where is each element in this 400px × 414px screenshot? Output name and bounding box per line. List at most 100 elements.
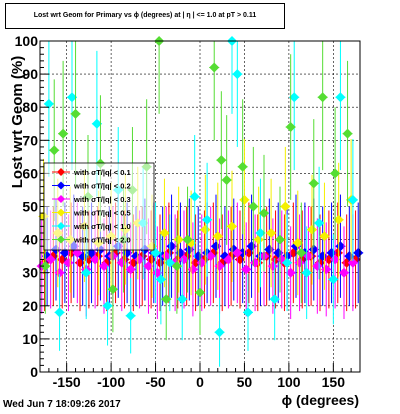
y-tick-label: 20: [22, 298, 38, 314]
y-axis-label: Lost wrt Geom (%): [9, 56, 26, 189]
data-point: [292, 237, 303, 248]
data-point: [317, 251, 328, 262]
data-point: [177, 294, 188, 305]
data-point: [312, 261, 323, 272]
data-point: [107, 284, 118, 295]
data-point: [241, 264, 252, 275]
data-point: [221, 175, 232, 186]
data-point: [308, 178, 319, 189]
data-point: [353, 247, 364, 258]
data-point: [280, 201, 291, 212]
data-point: [326, 247, 337, 258]
data-point: [275, 234, 285, 245]
data-point: [134, 254, 145, 265]
data-point: [54, 307, 65, 318]
y-tick-label: 90: [22, 66, 38, 82]
data-point: [200, 224, 211, 235]
legend: with σT/|q| < 0.1 with σT/|q| < 0.2 with σ…: [43, 162, 155, 251]
data-point: [330, 254, 341, 265]
data-point: [294, 257, 305, 268]
data-point: [321, 264, 332, 275]
y-tick-label: 70: [22, 132, 38, 148]
legend-box: [43, 162, 155, 251]
data-point: [259, 208, 269, 219]
data-point: [99, 261, 109, 272]
data-point: [246, 241, 257, 252]
data-point: [67, 92, 77, 103]
data-point: [81, 267, 92, 278]
data-point: [196, 257, 207, 268]
data-point: [49, 145, 60, 156]
data-point: [339, 267, 349, 278]
legend-label: with σT/|q| < 0.5: [73, 209, 131, 218]
data-point: [195, 287, 205, 298]
data-point: [237, 247, 248, 258]
data-point: [347, 257, 358, 268]
data-point: [335, 92, 346, 103]
data-point: [248, 201, 259, 212]
data-point: [301, 267, 312, 278]
data-point: [214, 261, 225, 272]
data-point: [216, 155, 227, 166]
chart-title: Lost wrt Geom for Primary vs ϕ (degrees)…: [33, 12, 257, 19]
data-point: [54, 267, 65, 278]
data-point: [45, 254, 56, 265]
y-tick-label: 0: [30, 364, 38, 380]
data-point: [255, 227, 266, 238]
data-point: [289, 92, 300, 103]
data-point: [308, 244, 319, 255]
data-point: [232, 247, 243, 258]
data-point: [266, 227, 277, 238]
data-point: [273, 247, 284, 258]
data-point: [173, 234, 184, 245]
data-point: [319, 231, 330, 242]
data-point: [239, 194, 250, 205]
data-point: [232, 69, 243, 80]
data-point: [102, 300, 113, 311]
data-point: [161, 251, 172, 262]
data-point: [237, 161, 248, 172]
data-point: [209, 62, 220, 73]
data-point: [63, 257, 74, 268]
legend-label: with σT/|q| < 0.2: [73, 182, 131, 191]
data-point: [314, 218, 325, 229]
data-point: [171, 261, 182, 272]
x-tick-label: 50: [237, 374, 253, 390]
data-point: [223, 254, 234, 265]
tick-layer: -150 -100 -50 0 50 100 150 0 10 20 30 40 50 60 70 80 90 1…: [15, 33, 352, 390]
y-tick-label: 60: [22, 165, 38, 181]
data-point: [205, 251, 216, 262]
timestamp: Wed Jun 7 18:09:26 2017: [3, 399, 121, 410]
y-tick-label: 40: [22, 232, 38, 248]
data-point: [342, 128, 353, 139]
data-point: [317, 92, 328, 103]
data-point: [164, 257, 175, 268]
data-point: [90, 254, 101, 265]
legend-marker: [57, 195, 65, 203]
data-point: [125, 264, 136, 275]
data-point: [344, 251, 355, 262]
legend-marker: [57, 208, 65, 217]
data-point: [347, 194, 358, 205]
data-point: [264, 244, 275, 255]
x-tick-label: 0: [196, 374, 204, 390]
data-point: [330, 168, 341, 179]
data-point: [91, 118, 102, 129]
data-point: [143, 261, 154, 272]
data-point: [155, 274, 166, 285]
data-point: [333, 214, 344, 225]
data-point: [202, 214, 213, 225]
data-point: [282, 257, 293, 268]
data-point: [250, 257, 261, 268]
data-point: [307, 224, 317, 235]
data-point: [212, 231, 223, 242]
data-point: [187, 264, 198, 275]
data-point: [335, 241, 346, 252]
data-point: [179, 254, 189, 265]
legend-label: with σT/|q| < 0.3: [73, 195, 131, 204]
data-point: [161, 294, 172, 305]
y-tick-label: 10: [22, 331, 38, 347]
legend-marker: [57, 222, 65, 230]
legend-marker: [57, 235, 65, 244]
y-tick-label: 100: [15, 33, 39, 49]
